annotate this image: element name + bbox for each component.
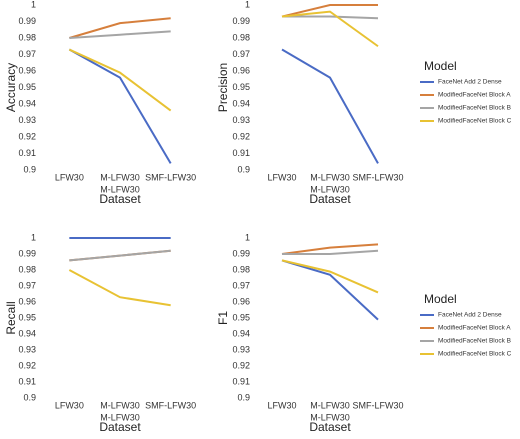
legend-label: ModifiedFaceNet Block C xyxy=(438,118,512,125)
y-tick-label: 0.98 xyxy=(232,32,250,42)
legend-label: ModifiedFaceNet Block C xyxy=(438,351,512,358)
y-tick-label: 0.95 xyxy=(18,312,36,322)
y-axis-title: Precision xyxy=(216,63,230,112)
y-tick-label: 1 xyxy=(31,0,36,9)
y-tick-label: 0.96 xyxy=(232,65,250,75)
series-line xyxy=(281,48,379,164)
y-tick-label: 1 xyxy=(245,0,250,9)
x-axis-title: Dataset xyxy=(309,420,351,434)
y-tick-label: 0.95 xyxy=(18,82,36,92)
y-tick-label: 0.94 xyxy=(18,328,36,338)
y-tick-label: 0.94 xyxy=(18,98,36,108)
series-line xyxy=(281,10,379,48)
legend-label: ModifiedFaceNet Block A xyxy=(438,325,511,332)
series-line xyxy=(281,259,379,321)
series-line xyxy=(281,4,378,18)
x-tick-label: LFW30 xyxy=(55,400,84,410)
y-tick-label: 0.97 xyxy=(18,49,36,59)
x-tick-label: M-LFW30 xyxy=(100,172,140,182)
series-line xyxy=(281,243,379,255)
series-line xyxy=(69,249,171,262)
y-tick-label: 0.9 xyxy=(23,164,36,174)
y-tick-label: 0.93 xyxy=(18,115,36,125)
x-tick-label: LFW30 xyxy=(267,400,296,410)
y-axis-title: Accuracy xyxy=(4,63,18,112)
y-tick-label: 0.91 xyxy=(232,148,250,158)
y-tick-label: 0.97 xyxy=(232,49,250,59)
y-tick-label: 0.95 xyxy=(232,312,250,322)
y-tick-label: 0.98 xyxy=(18,32,36,42)
y-tick-label: 0.92 xyxy=(18,131,36,141)
legend-label: FaceNet Add 2 Dense xyxy=(438,79,502,86)
x-tick-label: LFW30 xyxy=(267,172,296,182)
series-line xyxy=(282,249,379,255)
y-tick-label: 0.96 xyxy=(18,65,36,75)
x-tick-label: M-LFW30 xyxy=(100,400,140,410)
y-tick-label: 0.99 xyxy=(18,248,36,258)
y-tick-label: 0.91 xyxy=(18,148,36,158)
y-tick-label: 0.98 xyxy=(232,264,250,274)
legend-label: ModifiedFaceNet Block B xyxy=(438,338,511,345)
legend-title: Model xyxy=(424,292,457,306)
x-tick-label: M-LFW30 xyxy=(310,172,350,182)
y-tick-label: 0.91 xyxy=(18,376,36,386)
y-tick-label: 0.99 xyxy=(232,16,250,26)
y-axis-title: F1 xyxy=(216,311,230,325)
legend-label: ModifiedFaceNet Block A xyxy=(438,92,511,99)
x-tick-label: SMF-LFW30 xyxy=(352,172,403,182)
x-tick-label: M-LFW30 xyxy=(310,412,350,422)
series-line xyxy=(69,30,171,39)
x-axis-title: Dataset xyxy=(99,192,141,206)
series-line xyxy=(68,269,171,307)
y-axis-title: Recall xyxy=(4,301,18,334)
x-tick-label: SMF-LFW30 xyxy=(352,400,403,410)
y-tick-label: 0.91 xyxy=(232,376,250,386)
y-tick-label: 0.92 xyxy=(18,360,36,370)
legend-label: FaceNet Add 2 Dense xyxy=(438,312,502,319)
y-tick-label: 0.9 xyxy=(237,164,250,174)
y-tick-label: 0.99 xyxy=(232,248,250,258)
y-tick-label: 0.93 xyxy=(232,115,250,125)
x-axis-title: Dataset xyxy=(99,420,141,434)
y-tick-label: 0.98 xyxy=(18,264,36,274)
series-line xyxy=(282,15,379,20)
y-tick-label: 0.95 xyxy=(232,82,250,92)
y-tick-label: 0.9 xyxy=(237,392,250,402)
series-line xyxy=(68,48,172,164)
x-tick-label: M-LFW30 xyxy=(310,184,350,194)
y-tick-label: 0.99 xyxy=(18,16,36,26)
x-tick-label: M-LFW30 xyxy=(100,184,140,194)
x-tick-label: SMF-LFW30 xyxy=(145,400,196,410)
legend-label: ModifiedFaceNet Block B xyxy=(438,105,511,112)
series-line xyxy=(68,48,172,112)
y-tick-label: 0.96 xyxy=(232,296,250,306)
y-tick-label: 0.97 xyxy=(232,280,250,290)
series-line xyxy=(281,259,379,294)
y-tick-label: 0.96 xyxy=(18,296,36,306)
y-tick-label: 0.93 xyxy=(232,344,250,354)
x-tick-label: M-LFW30 xyxy=(310,400,350,410)
y-tick-label: 0.93 xyxy=(18,344,36,354)
x-axis-title: Dataset xyxy=(309,192,351,206)
x-tick-label: LFW30 xyxy=(55,172,84,182)
y-tick-label: 0.97 xyxy=(18,280,36,290)
y-tick-label: 0.92 xyxy=(232,131,250,141)
x-tick-label: M-LFW30 xyxy=(100,412,140,422)
y-tick-label: 0.92 xyxy=(232,360,250,370)
y-tick-label: 1 xyxy=(245,232,250,242)
y-tick-label: 0.9 xyxy=(23,392,36,402)
series-line xyxy=(69,17,171,39)
y-tick-label: 0.94 xyxy=(232,98,250,108)
x-tick-label: SMF-LFW30 xyxy=(145,172,196,182)
legend-title: Model xyxy=(424,59,457,73)
y-tick-label: 0.94 xyxy=(232,328,250,338)
y-tick-label: 1 xyxy=(31,232,36,242)
